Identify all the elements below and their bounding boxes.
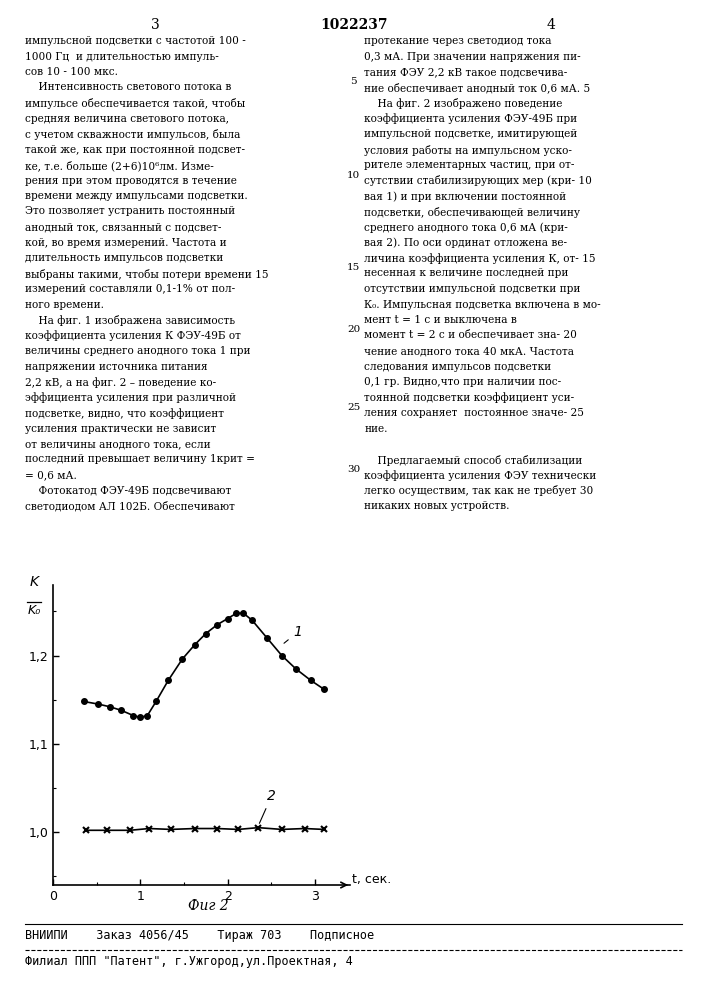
Text: Предлагаемый способ стабилизации: Предлагаемый способ стабилизации [364, 454, 583, 466]
Text: t, сек.: t, сек. [351, 873, 391, 886]
Text: вая 2). По оси ординат отложена ве-: вая 2). По оси ординат отложена ве- [364, 237, 567, 248]
Text: 5: 5 [350, 78, 357, 87]
Text: последний превышает величину 1крит =: последний превышает величину 1крит = [25, 454, 255, 464]
Text: времени между импульсами подсветки.: времени между импульсами подсветки. [25, 191, 247, 201]
Text: несенная к величине последней при: несенная к величине последней при [364, 268, 568, 278]
Text: подсветке, видно, что коэффициент: подсветке, видно, что коэффициент [25, 408, 223, 419]
Text: ного времени.: ного времени. [25, 300, 104, 310]
Text: напряжении источника питания: напряжении источника питания [25, 361, 207, 371]
Text: кой, во время измерений. Частота и: кой, во время измерений. Частота и [25, 237, 226, 247]
Text: вая 1) и при включении постоянной: вая 1) и при включении постоянной [364, 191, 566, 202]
Text: На фиг. 2 изображено поведение: На фиг. 2 изображено поведение [364, 98, 563, 109]
Text: 4: 4 [547, 18, 556, 32]
Text: 15: 15 [347, 263, 360, 272]
Text: с учетом скважности импульсов, была: с учетом скважности импульсов, была [25, 129, 240, 140]
Text: следования импульсов подсветки: следования импульсов подсветки [364, 361, 551, 371]
Text: коэффициента усиления ФЭУ технически: коэффициента усиления ФЭУ технически [364, 470, 597, 481]
Text: выбраны такими, чтобы потери времени 15: выбраны такими, чтобы потери времени 15 [25, 268, 268, 279]
Text: 0,1 гр. Видно,что при наличии пос-: 0,1 гр. Видно,что при наличии пос- [364, 377, 561, 387]
Text: мент t = 1 с и выключена в: мент t = 1 с и выключена в [364, 315, 517, 325]
Text: среднего анодного тока 0,6 мА (кри-: среднего анодного тока 0,6 мА (кри- [364, 222, 568, 233]
Text: 30: 30 [347, 465, 360, 474]
Text: K₀: K₀ [27, 604, 40, 617]
Text: 2: 2 [259, 789, 276, 823]
Text: сутствии стабилизирующих мер (кри- 10: сутствии стабилизирующих мер (кри- 10 [364, 176, 592, 186]
Text: подсветки, обеспечивающей величину: подсветки, обеспечивающей величину [364, 207, 580, 218]
Text: импульсной подсветке, имитирующей: импульсной подсветке, имитирующей [364, 129, 578, 139]
Text: К₀. Импульсная подсветка включена в мо-: К₀. Импульсная подсветка включена в мо- [364, 300, 601, 310]
Text: величины среднего анодного тока 1 при: величины среднего анодного тока 1 при [25, 346, 250, 356]
Text: условия работы на импульсном уско-: условия работы на импульсном уско- [364, 145, 572, 156]
Text: На фиг. 1 изображена зависимость: На фиг. 1 изображена зависимость [25, 315, 235, 326]
Text: Фотокатод ФЭУ-49Б подсвечивают: Фотокатод ФЭУ-49Б подсвечивают [25, 486, 231, 495]
Text: импульсной подсветки с частотой 100 -: импульсной подсветки с частотой 100 - [25, 36, 245, 46]
Text: усиления практически не зависит: усиления практически не зависит [25, 424, 216, 434]
Text: 2,2 кВ, а на фиг. 2 – поведение ко-: 2,2 кВ, а на фиг. 2 – поведение ко- [25, 377, 216, 388]
Text: сов 10 - 100 мкс.: сов 10 - 100 мкс. [25, 67, 118, 77]
Text: 1: 1 [284, 625, 302, 643]
Text: легко осуществим, так как не требует 30: легко осуществим, так как не требует 30 [364, 486, 593, 496]
Text: протекание через светодиод тока: протекание через светодиод тока [364, 36, 551, 46]
Text: 1000 Гц  и длительностью импуль-: 1000 Гц и длительностью импуль- [25, 51, 218, 62]
Text: = 0,6 мА.: = 0,6 мА. [25, 470, 76, 480]
Text: чение анодного тока 40 мкА. Частота: чение анодного тока 40 мкА. Частота [364, 346, 574, 356]
Text: 3: 3 [151, 18, 160, 32]
Text: рения при этом проводятся в течение: рения при этом проводятся в течение [25, 176, 237, 186]
Text: такой же, как при постоянной подсвет-: такой же, как при постоянной подсвет- [25, 145, 245, 155]
Text: эффициента усиления при различной: эффициента усиления при различной [25, 393, 235, 403]
Text: длительность импульсов подсветки: длительность импульсов подсветки [25, 253, 223, 263]
Text: 0,3 мА. При значении напряжения пи-: 0,3 мА. При значении напряжения пи- [364, 51, 580, 62]
Text: ке, т.е. больше (2+6)10⁶лм. Изме-: ке, т.е. больше (2+6)10⁶лм. Изме- [25, 160, 214, 171]
Text: 1022237: 1022237 [320, 18, 387, 32]
Text: коэффициента усиления ФЭУ-49Б при: коэффициента усиления ФЭУ-49Б при [364, 113, 577, 124]
Text: Фuг 2: Фuг 2 [188, 899, 229, 913]
Text: средняя величина светового потока,: средняя величина светового потока, [25, 113, 229, 123]
Text: тания ФЭУ 2,2 кВ такое подсвечива-: тания ФЭУ 2,2 кВ такое подсвечива- [364, 67, 567, 77]
Text: ления сохраняет  постоянное значе- 25: ления сохраняет постоянное значе- 25 [364, 408, 584, 418]
Text: Это позволяет устранить постоянный: Это позволяет устранить постоянный [25, 207, 235, 217]
Text: от величины анодного тока, если: от величины анодного тока, если [25, 439, 211, 449]
Text: ние обеспечивает анодный ток 0,6 мА. 5: ние обеспечивает анодный ток 0,6 мА. 5 [364, 83, 590, 93]
Text: импульсе обеспечивается такой, чтобы: импульсе обеспечивается такой, чтобы [25, 98, 245, 109]
Text: 25: 25 [347, 403, 360, 412]
Text: личина коэффициента усиления К, от- 15: личина коэффициента усиления К, от- 15 [364, 253, 595, 264]
Text: Филиал ППП "Патент", г.Ужгород,ул.Проектная, 4: Филиал ППП "Патент", г.Ужгород,ул.Проект… [25, 955, 353, 968]
Text: светодиодом АЛ 102Б. Обеспечивают: светодиодом АЛ 102Б. Обеспечивают [25, 501, 235, 512]
Text: тоянной подсветки коэффициент уси-: тоянной подсветки коэффициент уси- [364, 393, 574, 403]
Text: ние.: ние. [364, 424, 387, 434]
Text: 20: 20 [347, 326, 360, 334]
Text: рителе элементарных частиц, при от-: рителе элементарных частиц, при от- [364, 160, 575, 170]
Text: K: K [29, 575, 38, 589]
Text: отсутствии импульсной подсветки при: отсутствии импульсной подсветки при [364, 284, 580, 294]
Text: ВНИИПИ    Заказ 4056/45    Тираж 703    Подписное: ВНИИПИ Заказ 4056/45 Тираж 703 Подписное [25, 929, 374, 942]
Text: коэффициента усиления К ФЭУ-49Б от: коэффициента усиления К ФЭУ-49Б от [25, 330, 240, 341]
Text: 10: 10 [347, 170, 360, 180]
Text: никаких новых устройств.: никаких новых устройств. [364, 501, 510, 511]
Text: момент t = 2 с и обеспечивает зна- 20: момент t = 2 с и обеспечивает зна- 20 [364, 330, 577, 340]
Text: измерений составляли 0,1-1% от пол-: измерений составляли 0,1-1% от пол- [25, 284, 235, 294]
Text: Интенсивность светового потока в: Интенсивность светового потока в [25, 83, 231, 93]
Text: анодный ток, связанный с подсвет-: анодный ток, связанный с подсвет- [25, 222, 221, 232]
